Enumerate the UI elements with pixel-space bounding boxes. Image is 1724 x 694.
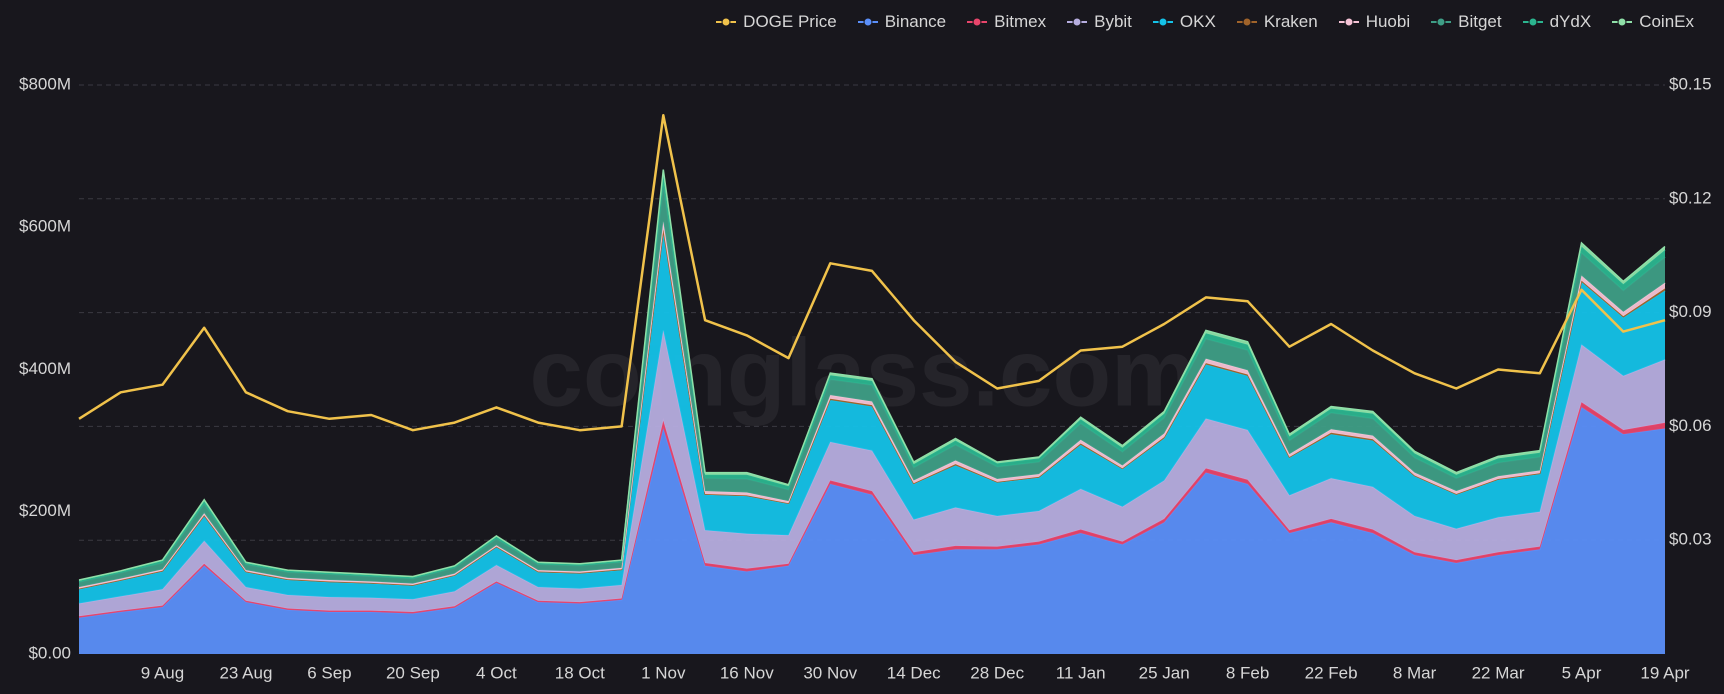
legend-dot [863, 17, 873, 27]
legend-item[interactable]: Bitget [1430, 12, 1502, 32]
legend-dot [1344, 17, 1354, 27]
legend-marker [1612, 17, 1633, 27]
legend-marker [1431, 17, 1452, 27]
area [79, 232, 1665, 604]
y-tick-label: $400M [19, 359, 71, 378]
y2-tick-label: $0.15 [1669, 74, 1712, 93]
legend-label: Bitmex [994, 12, 1047, 31]
x-tick-label: 30 Nov [803, 663, 857, 682]
x-tick-label: 4 Oct [476, 663, 517, 682]
legend-marker [716, 17, 737, 27]
x-tick-label: 20 Sep [386, 663, 440, 682]
legend-item[interactable]: Bybit [1066, 12, 1132, 32]
legend-label: Bybit [1094, 12, 1132, 31]
legend-label: Huobi [1365, 12, 1411, 31]
legend-dot [1436, 17, 1446, 27]
legend-dot [1242, 17, 1252, 27]
legend-item[interactable]: Kraken [1236, 12, 1318, 32]
legend-item[interactable]: dYdX [1522, 12, 1592, 32]
y-tick-label: $600M [19, 217, 71, 236]
y-tick-label: $800M [19, 74, 71, 93]
legend-dot [721, 17, 731, 27]
x-tick-label: 8 Feb [1226, 663, 1269, 682]
legend-label: DOGE Price [743, 12, 837, 31]
legend-label: Bitget [1458, 12, 1502, 31]
legend-marker [967, 17, 988, 27]
x-tick-label: 22 Feb [1305, 663, 1358, 682]
legend-item[interactable]: Bitmex [966, 12, 1046, 32]
legend: DOGE Price Binance Bitmex Bybit OKX Kraken Huo… [715, 12, 1694, 32]
legend-item[interactable]: Binance [857, 12, 946, 32]
legend-dot [1072, 17, 1082, 27]
x-tick-label: 25 Jan [1139, 663, 1190, 682]
x-tick-label: 11 Jan [1056, 663, 1106, 682]
legend-dot [1617, 17, 1627, 27]
y-tick-label: $0.00 [28, 643, 71, 662]
legend-label: CoinEx [1639, 12, 1694, 31]
y2-tick-label: $0.06 [1669, 416, 1712, 435]
area [79, 330, 1665, 617]
x-tick-label: 9 Aug [141, 663, 185, 682]
legend-marker [857, 17, 878, 27]
legend-marker [1152, 17, 1173, 27]
x-tick-label: 1 Nov [641, 663, 686, 682]
x-tick-label: 16 Nov [720, 663, 774, 682]
legend-item[interactable]: CoinEx [1611, 12, 1694, 32]
legend-label: dYdX [1549, 12, 1592, 31]
legend-dot [972, 17, 982, 27]
x-tick-label: 22 Mar [1472, 663, 1525, 682]
legend-label: Kraken [1263, 12, 1318, 31]
area [79, 221, 1665, 589]
x-tick-label: 18 Oct [555, 663, 605, 682]
x-tick-label: 14 Dec [887, 663, 941, 682]
x-tick-label: 5 Apr [1562, 663, 1602, 682]
legend-marker [1236, 17, 1257, 27]
legend-dot [1528, 17, 1538, 27]
legend-marker [1338, 17, 1359, 27]
legend-item[interactable]: Huobi [1338, 12, 1410, 32]
x-tick-label: 19 Apr [1640, 663, 1689, 682]
legend-label: OKX [1179, 12, 1216, 31]
x-tick-label: 23 Aug [219, 663, 272, 682]
x-tick-label: 28 Dec [970, 663, 1024, 682]
y2-tick-label: $0.12 [1669, 188, 1712, 207]
legend-item[interactable]: OKX [1152, 12, 1216, 32]
y-tick-label: $200M [19, 501, 71, 520]
y2-tick-label: $0.09 [1669, 302, 1712, 321]
legend-label: Binance [884, 12, 947, 31]
x-tick-label: 6 Sep [307, 663, 351, 682]
legend-marker [1067, 17, 1088, 27]
legend-marker [1522, 17, 1543, 27]
area [79, 407, 1665, 654]
legend-item[interactable]: DOGE Price [715, 12, 837, 32]
price-line [78, 114, 1666, 432]
x-tick-label: 8 Mar [1393, 663, 1437, 682]
area-edge [78, 169, 1666, 581]
legend-dot [1158, 17, 1168, 27]
y2-tick-label: $0.03 [1669, 530, 1712, 549]
